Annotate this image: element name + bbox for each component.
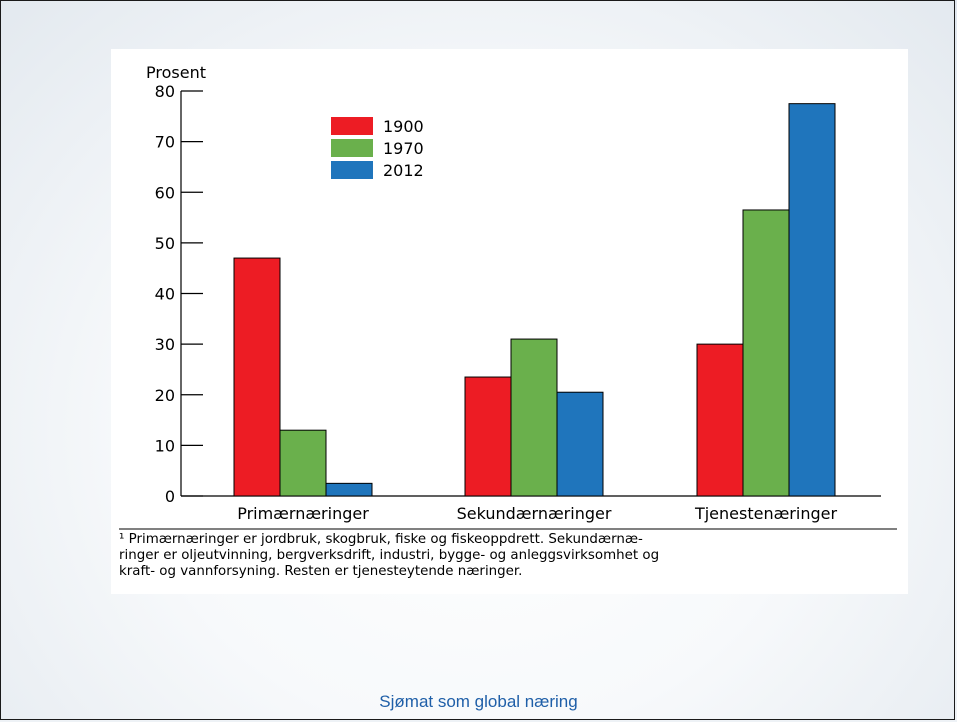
legend-label: 2012: [383, 161, 424, 180]
bar-1900-1: [464, 376, 512, 497]
y-tick-label: 40: [155, 285, 175, 304]
bar-1970-2: [742, 209, 790, 497]
bar-2012-1: [556, 391, 604, 497]
legend-swatch: [331, 139, 373, 157]
footnote-line: ringer er oljeutvinning, bergverksdrift,…: [119, 548, 660, 563]
bar-1900-2: [696, 343, 744, 497]
footnote: ¹ Primærnæringer er jordbruk, skogbruk, …: [119, 532, 899, 580]
y-tick-label: 30: [155, 335, 175, 354]
bar-1970-1: [510, 338, 558, 497]
y-tick-label: 70: [155, 133, 175, 152]
bars: [233, 103, 836, 497]
x-axis-labels: Primærnæringer Sekundærnæringer Tjenestenæ…: [237, 504, 837, 523]
y-tick-label: 80: [155, 82, 175, 101]
x-tick-label: Primærnæringer: [237, 504, 369, 523]
legend-label: 1970: [383, 139, 424, 158]
bar-1900-0: [233, 257, 281, 497]
y-tick-label: 50: [155, 234, 175, 253]
y-tick-label: 10: [155, 436, 175, 455]
footer-title: Sjømat som global næring: [379, 692, 578, 711]
x-tick-label: Sekundærnæringer: [457, 504, 612, 523]
legend-label: 1900: [383, 117, 424, 136]
y-tick-label: 20: [155, 386, 175, 405]
footnote-line: kraft- og vannforsyning. Resten er tjene…: [119, 564, 523, 579]
legend-swatch: [331, 117, 373, 135]
legend-swatch: [331, 161, 373, 179]
footnote-line: ¹ Primærnæringer er jordbruk, skogbruk, …: [119, 532, 643, 547]
legend: 1900 1970 2012: [331, 117, 424, 180]
y-tick-label: 60: [155, 183, 175, 202]
x-tick-label: Tjenestenæringer: [694, 504, 838, 523]
bar-2012-0: [325, 482, 373, 497]
y-tick-label: 0: [165, 487, 175, 506]
bar-2012-2: [788, 103, 836, 497]
y-axis-label: Prosent: [146, 63, 206, 82]
bar-1970-0: [279, 429, 327, 497]
